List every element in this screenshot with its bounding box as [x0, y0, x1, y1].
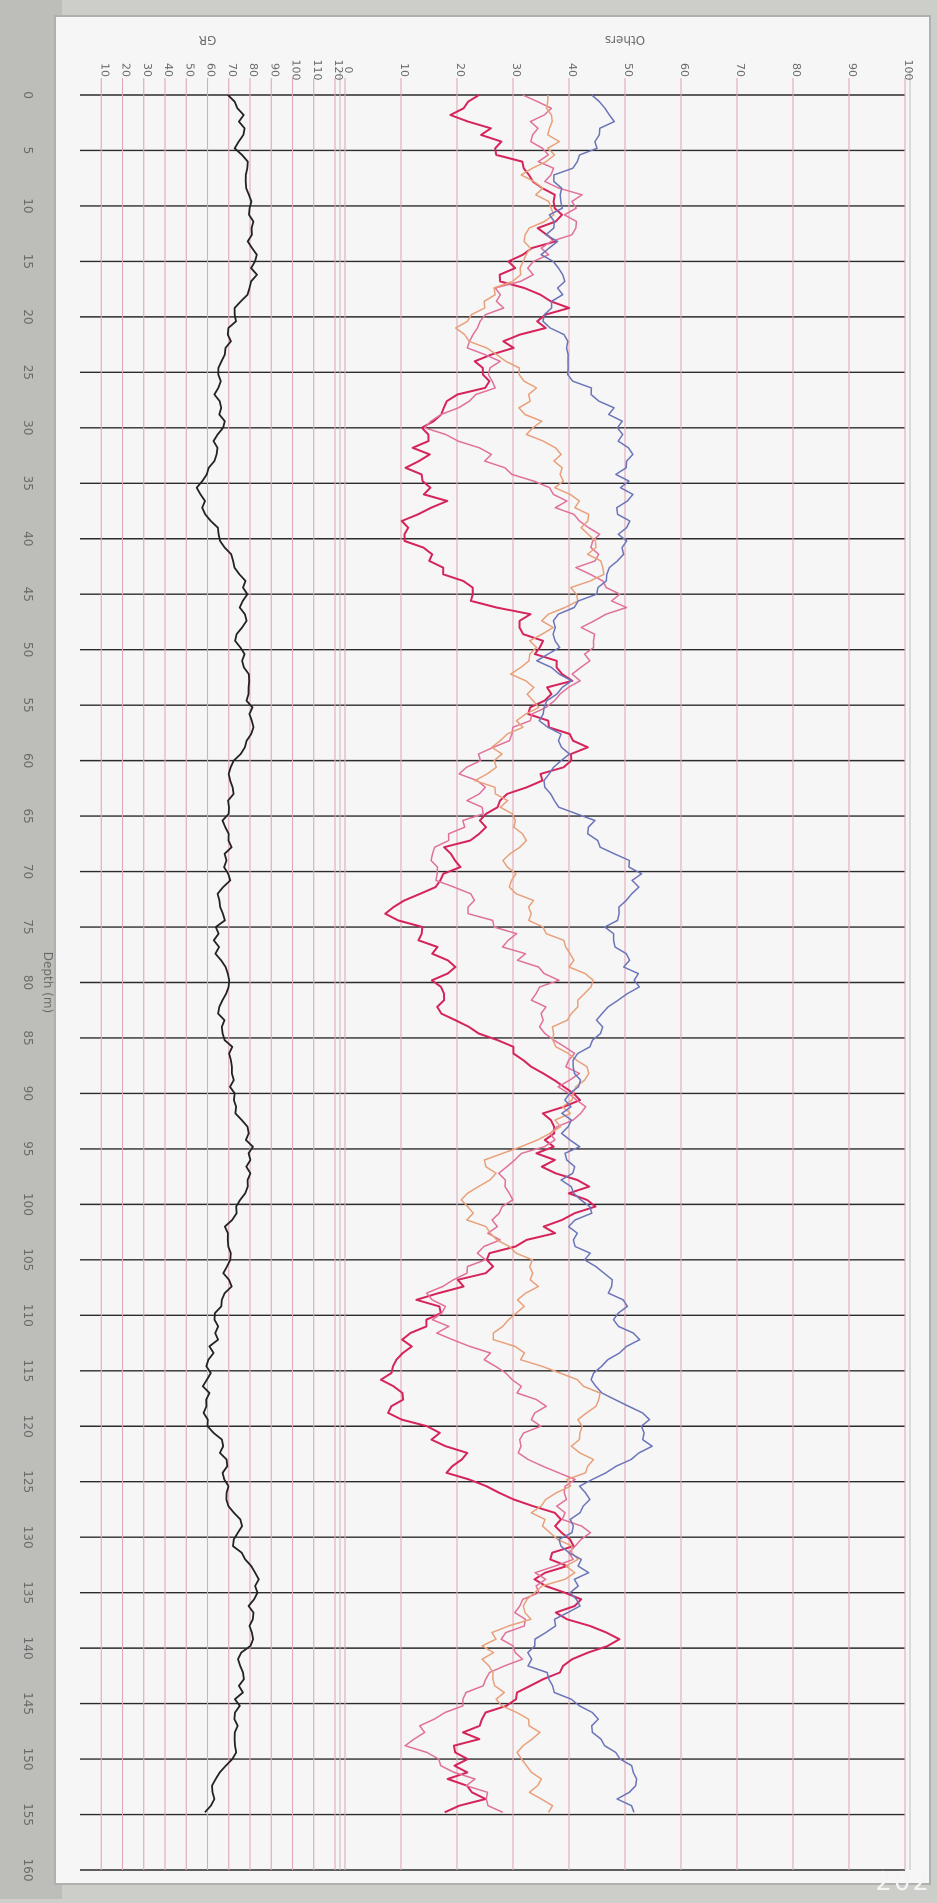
- depth-tick-label: 15: [21, 254, 35, 269]
- depth-tick-label: 85: [21, 1030, 35, 1045]
- panel-tick-label: 100: [902, 60, 915, 81]
- depth-tick-label: 5: [21, 147, 35, 155]
- panel-tick-label: 0: [342, 67, 355, 74]
- depth-tick-label: 100: [21, 1193, 35, 1216]
- panel-tick-label: 50: [183, 63, 196, 77]
- panel-tick-label: 30: [510, 63, 523, 77]
- depth-tick-label: 110: [21, 1304, 35, 1327]
- panel-tick-label: 70: [734, 63, 747, 77]
- depth-tick-label: 70: [21, 864, 35, 879]
- depth-tick-label: 115: [21, 1359, 35, 1382]
- depth-tick-label: 95: [21, 1141, 35, 1156]
- series-line-1-0: [379, 94, 621, 1814]
- panel-tick-label: 60: [205, 63, 218, 77]
- panel-title: GR: [199, 33, 217, 47]
- panel-tick-label: 10: [98, 63, 111, 77]
- depth-tick-label: 90: [21, 1086, 35, 1101]
- panel-tick-label: 80: [247, 63, 260, 77]
- series-line-1-1: [404, 94, 628, 1813]
- panel-tick-label: 50: [622, 63, 635, 77]
- depth-tick-label: 40: [21, 531, 35, 546]
- depth-tick-label: 50: [21, 642, 35, 657]
- panel-title: Others: [605, 33, 645, 47]
- frame-left-edge: [0, 0, 62, 1899]
- panel-tick-label: 120: [332, 60, 345, 81]
- depth-tick-label: 145: [21, 1692, 35, 1715]
- panel-tick-label: 90: [846, 63, 859, 77]
- depth-tick-label: 130: [21, 1526, 35, 1549]
- depth-tick-label: 125: [21, 1470, 35, 1493]
- panel-tick-label: 100: [290, 60, 303, 81]
- panel-tick-label: 80: [790, 63, 803, 77]
- depth-tick-label: 60: [21, 753, 35, 768]
- depth-tick-label: 0: [21, 91, 35, 99]
- depth-tick-label: 120: [21, 1415, 35, 1438]
- panel-tick-label: 10: [398, 63, 411, 77]
- depth-tick-label: 45: [21, 587, 35, 602]
- depth-tick-label: 75: [21, 919, 35, 934]
- panel-tick-label: 30: [141, 63, 154, 77]
- depth-tick-label: 20: [21, 309, 35, 324]
- panel-tick-label: 60: [678, 63, 691, 77]
- axes: 0 5 10 15 20 25 30 35 40 45 50 55 60 65 70 75 80 85 90 95 10…: [21, 33, 915, 1881]
- depth-axis-label: Depth (m): [41, 952, 55, 1013]
- series-line-1-3: [527, 94, 653, 1813]
- panel-tick-label: 40: [162, 63, 175, 77]
- panel-tick-label: 90: [268, 63, 281, 77]
- plot-area: [54, 15, 931, 1885]
- corner-watermark: 202: [875, 1867, 931, 1897]
- depth-tick-label: 25: [21, 365, 35, 380]
- panel-tick-label: 70: [226, 63, 239, 77]
- depth-tick-label: 155: [21, 1803, 35, 1826]
- depth-tick-label: 30: [21, 420, 35, 435]
- panel-tick-label: 40: [566, 63, 579, 77]
- series-line-1-2: [454, 94, 605, 1813]
- panel-tick-label: 20: [454, 63, 467, 77]
- depth-tick-label: 160: [21, 1859, 35, 1882]
- depth-tick-label: 55: [21, 698, 35, 713]
- depth-tick-label: 150: [21, 1748, 35, 1771]
- depth-tick-label: 35: [21, 476, 35, 491]
- series: [195, 94, 653, 1814]
- panel-tick-label: 110: [311, 60, 324, 81]
- series-line-0-0: [195, 94, 260, 1813]
- depth-tick-label: 65: [21, 808, 35, 823]
- depth-tick-label: 10: [21, 198, 35, 213]
- depth-tick-label: 80: [21, 975, 35, 990]
- depth-tick-label: 140: [21, 1637, 35, 1660]
- panel-tick-label: 20: [120, 63, 133, 77]
- depth-tick-label: 105: [21, 1248, 35, 1271]
- depth-tick-label: 135: [21, 1581, 35, 1604]
